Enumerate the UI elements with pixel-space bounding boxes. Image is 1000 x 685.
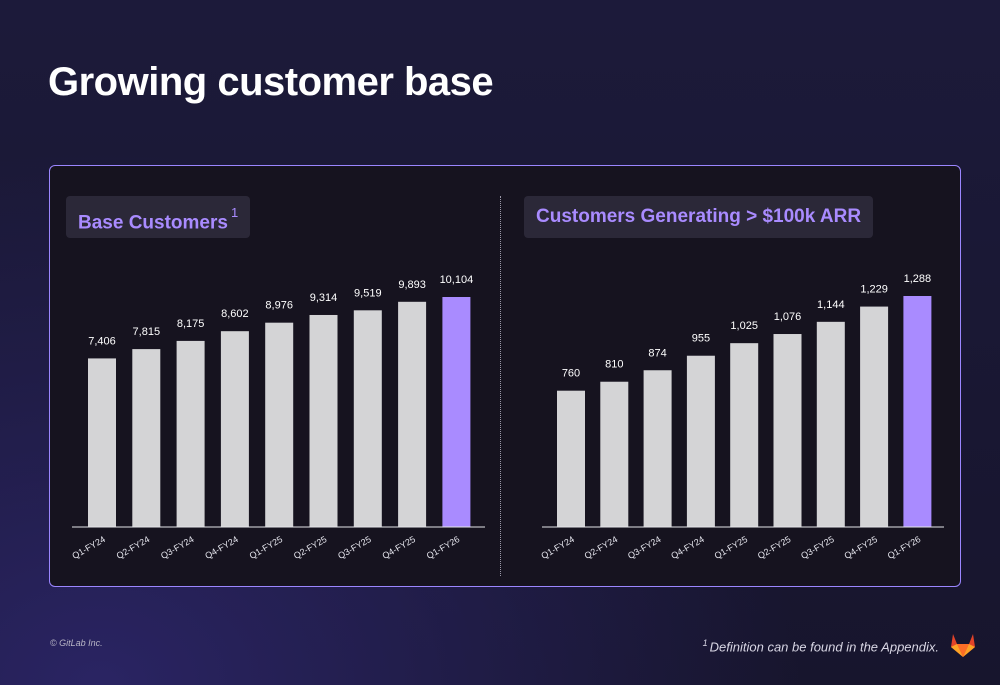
value-label: 8,976: [265, 300, 293, 312]
bar-q4-fy24: [686, 355, 715, 527]
copyright: © GitLab Inc.: [50, 638, 103, 648]
base-customers-title: Base Customers 1: [66, 196, 251, 238]
arr-customers-plot: 760 Q1-FY24 810 Q2-FY24 874 Q3-FY24 955 Q4-FY24…: [539, 273, 944, 561]
tick-label: Q2-FY25: [292, 534, 329, 561]
bar-q1-fy24: [88, 358, 116, 527]
tick-label: Q2-FY25: [756, 534, 793, 561]
bar-q3-fy24: [176, 340, 205, 527]
chart-divider: [500, 196, 501, 576]
value-label: 9,519: [354, 287, 382, 299]
tick-label: Q4-FY25: [380, 534, 417, 561]
bar-q4-fy25: [398, 301, 427, 527]
tick-label: Q1-FY26: [425, 534, 462, 561]
tick-label: Q4-FY24: [669, 534, 706, 561]
tick-label: Q3-FY25: [336, 534, 373, 561]
value-label: 1,025: [730, 320, 758, 332]
tick-label: Q4-FY25: [842, 534, 879, 561]
bar-q2-fy24: [132, 349, 161, 527]
bar-q1-fy26: [903, 296, 932, 527]
value-label: 810: [605, 359, 623, 371]
value-label: 955: [692, 333, 710, 345]
tick-label: Q1-FY24: [70, 534, 107, 561]
arr-customers-chart: Customers Generating > $100k ARR 760 Q1-F…: [502, 166, 960, 586]
value-label: 760: [562, 368, 580, 380]
tick-label: Q3-FY24: [159, 534, 196, 561]
base-customers-chart: Base Customers 1 7,406 Q1-FY24 7,815 Q2-FY24…: [50, 166, 500, 586]
value-label: 1,144: [817, 299, 845, 311]
footnote-text: Definition can be found in the Appendix.: [709, 639, 939, 655]
value-label: 9,314: [310, 292, 338, 304]
bar-q3-fy25: [816, 321, 845, 527]
footnote-marker: 1: [702, 638, 708, 648]
value-label: 7,406: [88, 335, 116, 347]
bar-q2-fy25: [773, 334, 802, 527]
value-label: 874: [648, 347, 666, 359]
value-label: 1,288: [904, 273, 932, 285]
arr-customers-title: Customers Generating > $100k ARR: [524, 196, 874, 238]
value-label: 9,893: [398, 279, 426, 291]
tick-label: Q3-FY25: [799, 534, 836, 561]
tick-label: Q4-FY24: [203, 534, 240, 561]
bar-q1-fy24: [557, 390, 585, 527]
footnote: 1 Definition can be found in the Appendix…: [703, 638, 939, 654]
bar-q3-fy24: [643, 370, 672, 527]
value-label: 7,815: [133, 326, 161, 338]
base-customers-title-text: Base Customers: [78, 212, 228, 234]
value-label: 10,104: [440, 274, 474, 286]
charts-panel: Base Customers 1 7,406 Q1-FY24 7,815 Q2-FY24…: [49, 165, 961, 587]
base-customers-footnote-marker: 1: [230, 205, 239, 220]
bar-q4-fy24: [220, 331, 249, 527]
value-label: 8,602: [221, 308, 249, 320]
bar-q3-fy25: [353, 310, 382, 527]
bar-q2-fy24: [600, 381, 629, 527]
value-label: 1,229: [860, 284, 888, 296]
bar-q1-fy26: [442, 297, 471, 527]
tick-label: Q1-FY25: [248, 534, 285, 561]
tick-label: Q1-FY25: [713, 534, 750, 561]
tick-label: Q3-FY24: [626, 534, 663, 561]
bar-q4-fy25: [860, 306, 889, 527]
value-label: 8,175: [177, 318, 205, 330]
tick-label: Q2-FY24: [583, 534, 620, 561]
tick-label: Q2-FY24: [115, 534, 152, 561]
bar-q1-fy25: [730, 343, 759, 527]
tick-label: Q1-FY24: [539, 534, 576, 561]
gitlab-logo-icon: [951, 634, 975, 657]
bar-q1-fy25: [265, 322, 294, 527]
value-label: 1,076: [774, 311, 802, 323]
base-customers-plot: 7,406 Q1-FY24 7,815 Q2-FY24 8,175 Q3-FY24 8,60…: [70, 274, 485, 561]
bar-q2-fy25: [309, 314, 338, 527]
tick-label: Q1-FY26: [886, 534, 923, 561]
page-title: Growing customer base: [48, 60, 494, 104]
